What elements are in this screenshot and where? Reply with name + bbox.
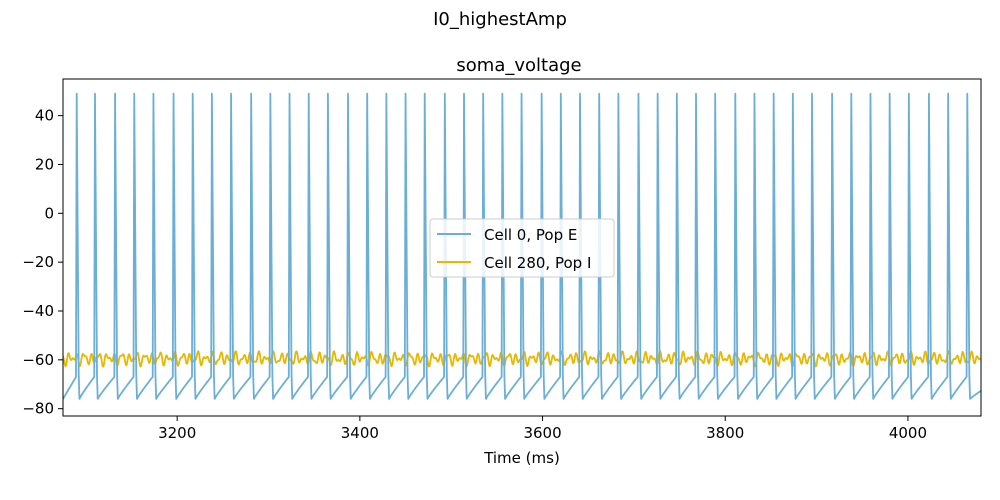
y-axis: −80 −60 −40 −20 0 20 40: [22, 107, 63, 418]
legend-label-cell-280: Cell 280, Pop I: [484, 254, 591, 272]
series-line-cell-0: [63, 92, 981, 400]
series-line-cell-280: [63, 350, 981, 368]
y-tick-label: −20: [22, 253, 54, 271]
x-axis-label: Time (ms): [483, 449, 560, 467]
series-layer: [63, 92, 981, 400]
x-tick-label: 3400: [341, 424, 379, 442]
x-tick-label: 4000: [889, 424, 927, 442]
x-tick-label: 3600: [523, 424, 561, 442]
axes-frame: [62, 78, 982, 417]
y-tick-label: −40: [22, 302, 54, 320]
axes-title: soma_voltage: [456, 55, 581, 76]
plot-area: 3200 3400 3600 3800 4000 −80 −60 −40 −20 0 20 40: [22, 78, 982, 442]
y-tick-label: 20: [35, 155, 54, 173]
y-tick-label: −60: [22, 351, 54, 369]
legend-label-cell-0: Cell 0, Pop E: [484, 226, 577, 244]
y-tick-label: 0: [44, 204, 54, 222]
figure-suptitle: I0_highestAmp: [433, 9, 567, 30]
legend-box: [429, 218, 615, 278]
y-tick-label: −80: [22, 400, 54, 418]
legend: Cell 0, Pop E Cell 280, Pop I: [429, 218, 615, 278]
x-axis: 3200 3400 3600 3800 4000: [158, 416, 927, 442]
x-tick-label: 3200: [158, 424, 196, 442]
x-tick-label: 3800: [706, 424, 744, 442]
y-tick-label: 40: [35, 107, 54, 125]
